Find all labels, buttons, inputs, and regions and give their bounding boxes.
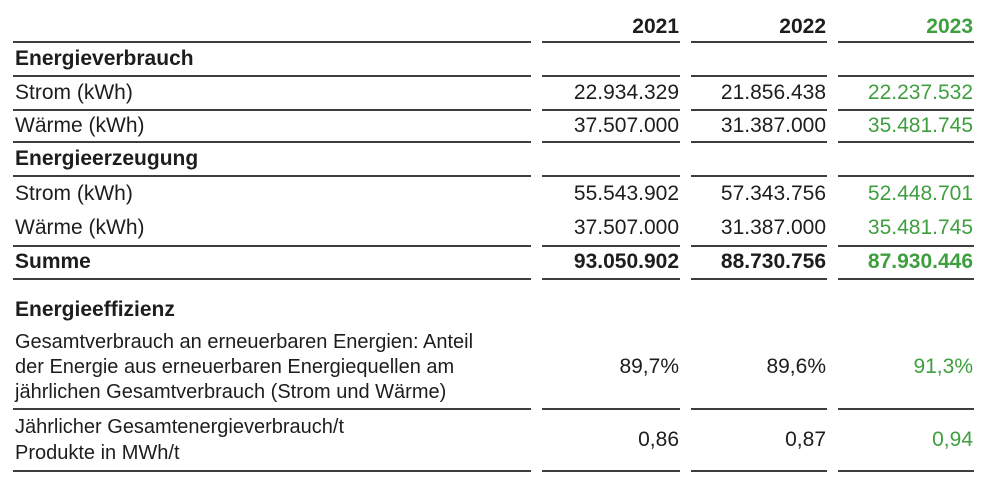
value-2022: 21.856.438 (691, 77, 827, 111)
value-2022 (691, 43, 827, 77)
value-2022: 57.343.756 (720, 182, 826, 206)
value-2023: 52.448.701 (867, 182, 973, 206)
row-label-text: Jährlicher Gesamtenergieverbrauch/t Prod… (15, 416, 345, 464)
table-row-section-energieverbrauch: Energieverbrauch (13, 43, 974, 77)
empty-cell (838, 294, 974, 326)
value-2023: 87.930.446 (838, 247, 974, 280)
table-row-summe: Summe 93.050.902 88.730.756 87.930.446 (13, 247, 974, 280)
header-year-2023: 2023 (838, 13, 974, 43)
value-2022: 31.387.000 (691, 111, 827, 143)
table-row-strom-erzeugung: Strom (kWh) 55.543.902 57.343.756 52.448… (13, 177, 974, 212)
value-2021 (542, 43, 680, 77)
table-row-verbrauch-pro-tonne: Jährlicher Gesamtenergieverbrauch/t Prod… (13, 410, 974, 472)
value-2021: 37.507.000 (542, 111, 680, 143)
value-2023: 0,94 (838, 410, 974, 472)
value-2022: 0,87 (691, 410, 827, 472)
row-label: Jährlicher Gesamtenergieverbrauch/t Prod… (13, 410, 531, 472)
header-empty-cell (13, 13, 531, 43)
row-label: Wärme (kWh) (13, 111, 531, 143)
value-2022: 31.387.000 (691, 212, 827, 247)
value-2023 (838, 43, 974, 77)
value-2021: 37.507.000 (542, 212, 680, 247)
empty-cell (691, 294, 827, 326)
table-row-section-energieerzeugung: Energieerzeugung (13, 143, 974, 177)
value-2023: 91,3% (838, 326, 974, 410)
table-header-row: 2021 2022 2023 (13, 13, 974, 43)
table-row-waerme-verbrauch: Wärme (kWh) 37.507.000 31.387.000 35.481… (13, 111, 974, 143)
table-row-section-energieeffizienz: Energieeffizienz (13, 294, 974, 326)
section-label: Energieeffizienz (15, 297, 175, 321)
table-row-erneuerbare-anteil: Gesamtverbrauch an erneuerbaren Energien… (13, 326, 974, 410)
header-year-2022: 2022 (691, 13, 827, 43)
row-label: Strom (kWh) (15, 182, 133, 206)
section-gap (13, 280, 1000, 294)
row-label: Strom (kWh) (13, 77, 531, 111)
value-2021 (542, 143, 680, 177)
row-label: Gesamtverbrauch an erneuerbaren Energien… (13, 326, 531, 410)
value-2021: 0,86 (542, 410, 680, 472)
value-2021: 93.050.902 (542, 247, 680, 280)
table-row-strom-verbrauch: Strom (kWh) 22.934.329 21.856.438 22.237… (13, 77, 974, 111)
row-label-text: Gesamtverbrauch an erneuerbaren Energien… (15, 330, 474, 403)
value-2021: 89,7% (542, 326, 680, 410)
value-2021: 22.934.329 (542, 77, 680, 111)
empty-cell (542, 294, 680, 326)
table-row-waerme-erzeugung: Wärme (kWh) 37.507.000 31.387.000 35.481… (13, 212, 974, 247)
value-2022: 88.730.756 (691, 247, 827, 280)
row-label: Wärme (kWh) (13, 212, 531, 247)
value-2022 (691, 143, 827, 177)
value-2023: 35.481.745 (838, 212, 974, 247)
header-year-2021: 2021 (542, 13, 680, 43)
row-label: Summe (13, 247, 531, 280)
section-label: Energieerzeugung (13, 143, 531, 177)
value-2023: 35.481.745 (838, 111, 974, 143)
value-2022: 89,6% (691, 326, 827, 410)
value-2023 (838, 143, 974, 177)
value-2021: 55.543.902 (573, 182, 679, 206)
section-label: Energieverbrauch (13, 43, 531, 77)
value-2023: 22.237.532 (838, 77, 974, 111)
